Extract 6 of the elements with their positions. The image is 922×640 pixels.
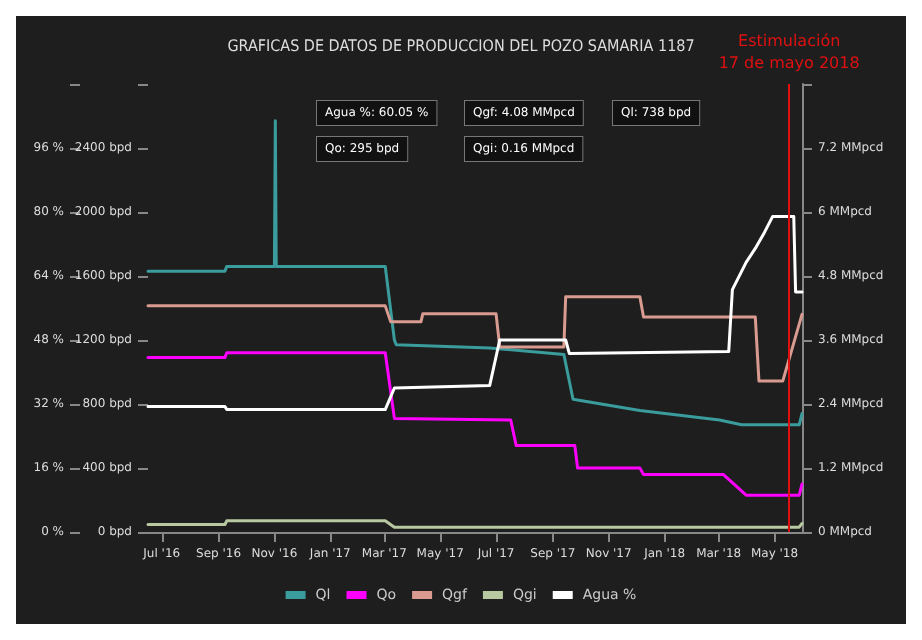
ref-line-label: Estimulación 17 de mayo 2018 [718, 32, 860, 72]
line-series [146, 214, 804, 412]
line-series [146, 295, 804, 383]
line-series [146, 119, 804, 427]
chart-title: GRAFICAS DE DATOS DE PRODUCCION DEL POZO SAMARIA 1187 [227, 37, 695, 55]
line-series [146, 351, 804, 497]
